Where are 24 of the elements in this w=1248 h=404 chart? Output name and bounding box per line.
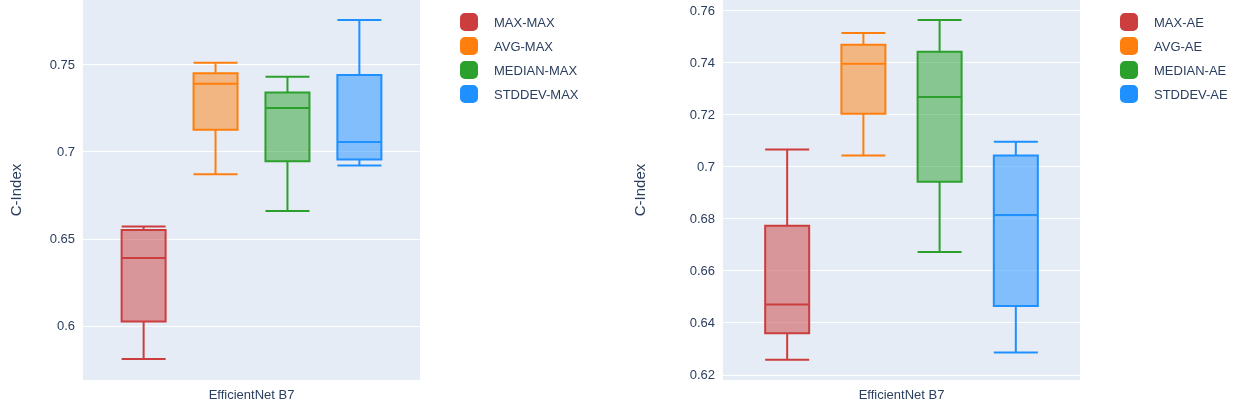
- y-axis-title: C-Index: [7, 163, 24, 217]
- x-tick-label: EfficientNet B7: [858, 387, 945, 402]
- legend-label: MAX-AE: [1154, 14, 1205, 30]
- y-tick-label: 0.76: [689, 2, 715, 18]
- legend-label: MEDIAN-MAX: [494, 62, 578, 78]
- y-tick-label: 0.62: [689, 367, 715, 383]
- y-tick-label: 0.64: [689, 315, 715, 331]
- x-tick-label: EfficientNet B7: [208, 387, 295, 402]
- y-axis-title: C-Index: [631, 163, 648, 217]
- y-tick-label: 0.66: [689, 263, 715, 279]
- y-tick-label: 0.65: [49, 231, 75, 247]
- legend-label: STDDEV-AE: [1154, 86, 1229, 102]
- y-tick-label: 0.74: [689, 54, 715, 70]
- y-tick-label: 0.72: [689, 107, 715, 123]
- y-tick-label: 0.6: [56, 318, 75, 334]
- y-tick-label: 0.75: [49, 57, 75, 72]
- y-tick-label: 0.68: [689, 211, 715, 227]
- legend-label: AVG-MAX: [494, 38, 554, 54]
- legend-label: AVG-AE: [1154, 38, 1203, 54]
- y-tick-label: 0.7: [696, 159, 715, 175]
- legend-label: STDDEV-MAX: [494, 86, 579, 102]
- y-tick-label: 0.7: [56, 144, 75, 160]
- legend-label: MEDIAN-AE: [1154, 62, 1227, 78]
- legend-label: MAX-MAX: [494, 14, 555, 30]
